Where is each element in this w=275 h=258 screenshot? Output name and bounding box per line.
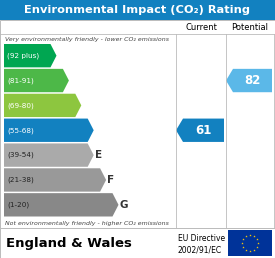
Text: 82: 82: [244, 74, 261, 87]
Text: (21-38): (21-38): [7, 177, 34, 183]
Text: (92 plus): (92 plus): [7, 52, 39, 59]
Polygon shape: [226, 69, 272, 92]
Text: G: G: [120, 200, 128, 210]
Text: Potential: Potential: [232, 22, 268, 31]
Bar: [0, 228, 275, 258]
Text: F: F: [107, 175, 114, 185]
Text: C: C: [82, 100, 90, 110]
Bar: [0, 20, 275, 228]
Text: A: A: [57, 51, 65, 61]
Polygon shape: [176, 119, 224, 142]
Polygon shape: [4, 69, 69, 92]
Text: (69-80): (69-80): [7, 102, 34, 109]
Text: (39-54): (39-54): [7, 152, 34, 158]
Polygon shape: [4, 168, 106, 192]
Text: B: B: [70, 76, 78, 86]
Polygon shape: [4, 193, 119, 216]
Text: (1-20): (1-20): [7, 201, 29, 208]
Text: Very environmentally friendly - lower CO₂ emissions: Very environmentally friendly - lower CO…: [5, 36, 169, 42]
Text: Environmental Impact (CO₂) Rating: Environmental Impact (CO₂) Rating: [24, 5, 251, 15]
Text: (55-68): (55-68): [7, 127, 34, 133]
Text: Current: Current: [185, 22, 217, 31]
Polygon shape: [4, 94, 81, 117]
Polygon shape: [4, 44, 56, 67]
Text: EU Directive: EU Directive: [178, 234, 225, 243]
Text: E: E: [95, 150, 102, 160]
Polygon shape: [4, 119, 94, 142]
Text: Not environmentally friendly - higher CO₂ emissions: Not environmentally friendly - higher CO…: [5, 221, 169, 225]
Text: 61: 61: [195, 124, 212, 137]
Polygon shape: [4, 143, 94, 167]
Bar: [0, 0, 275, 20]
Text: D: D: [95, 125, 103, 135]
Bar: [228, 230, 272, 256]
Text: (81-91): (81-91): [7, 77, 34, 84]
Text: 2002/91/EC: 2002/91/EC: [178, 245, 222, 254]
Text: England & Wales: England & Wales: [6, 237, 132, 249]
